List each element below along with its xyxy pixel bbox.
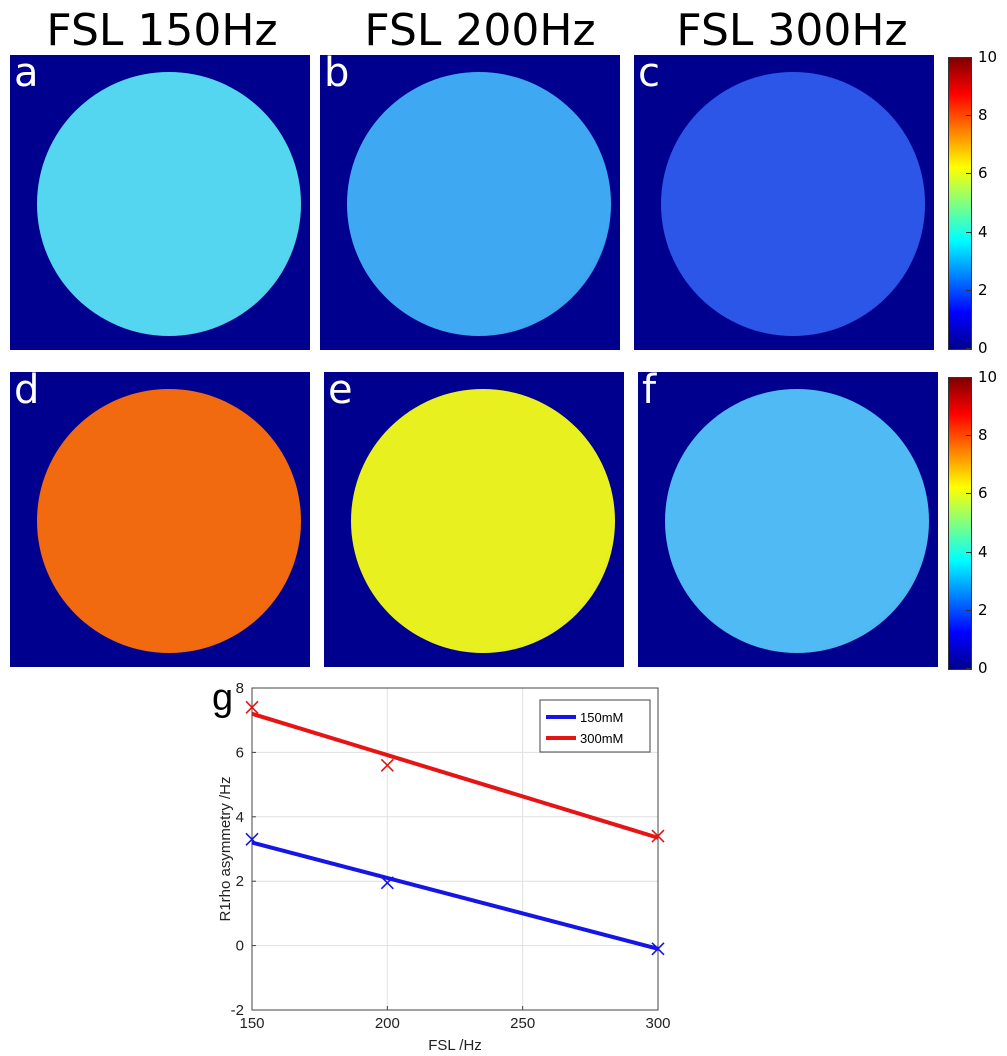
x-tick-label-300: 300 xyxy=(645,1015,670,1032)
x-axis-label: FSL /Hz xyxy=(428,1037,482,1052)
colorbar-bottom-tickmark-6 xyxy=(966,493,971,495)
y-tick-label-6: 6 xyxy=(236,744,244,761)
title-fsl-300: FSL 300Hz xyxy=(676,5,908,56)
colorbar-top-tickmark-8 xyxy=(966,115,971,117)
map-panel-b: b xyxy=(320,55,620,350)
colorbar-top-tick-0: 0 xyxy=(978,339,988,357)
y-axis-label: R1rho asymmetry /Hz xyxy=(217,776,234,921)
colorbar-bottom-tickmark-10 xyxy=(966,377,971,378)
y-tick-label--2: -2 xyxy=(231,1002,244,1019)
y-tick-label-4: 4 xyxy=(236,809,244,826)
title-fsl-150: FSL 150Hz xyxy=(46,5,278,56)
panel-letter-b: b xyxy=(324,55,350,96)
line-chart-g: 150 200 250 300 -2 0 2 4 6 8 150mM 300mM FSL /Hz R1rh… xyxy=(212,680,671,1052)
colorbar-top-tickmark-10 xyxy=(966,57,971,58)
y-tick-label-8: 8 xyxy=(236,680,244,697)
colorbar-bottom-tick-8: 8 xyxy=(978,426,988,445)
title-fsl-200: FSL 200Hz xyxy=(364,5,596,56)
colorbar-bottom-tick-6: 6 xyxy=(978,484,988,503)
map-panel-f: f xyxy=(638,372,938,667)
data-point-150mM-150 xyxy=(245,832,259,846)
plot-frame xyxy=(251,687,659,1011)
colorbar-top-tickmark-0 xyxy=(966,348,971,349)
colorbar-bottom xyxy=(948,377,972,670)
colorbar-bottom-tickmark-2 xyxy=(966,609,971,611)
colorbar-top-tick-2: 2 xyxy=(978,280,988,299)
colorbar-top-tick-4: 4 xyxy=(978,222,988,241)
colorbar-top-tickmark-2 xyxy=(966,289,971,291)
legend-box xyxy=(539,699,651,753)
data-point-150mM-200 xyxy=(380,876,394,890)
x-tick-label-200: 200 xyxy=(375,1015,400,1032)
colorbar-top-tick-8: 8 xyxy=(978,106,988,125)
fit-line-300mM xyxy=(251,711,659,840)
x-tick-label-250: 250 xyxy=(510,1015,535,1032)
colorbar-bottom-tick-2: 2 xyxy=(978,600,988,619)
data-point-300mM-150 xyxy=(245,700,259,714)
y-tick-label-2: 2 xyxy=(236,873,244,890)
colorbar-top-tick-10: 10 xyxy=(978,48,998,66)
data-point-150mM-300 xyxy=(651,942,665,956)
colorbar-top-tickmark-6 xyxy=(966,173,971,175)
panel-letter-e: e xyxy=(328,372,353,413)
disk-map-a xyxy=(37,72,301,336)
data-point-300mM-300 xyxy=(651,829,665,843)
panel-letter-g: g xyxy=(212,680,233,719)
map-panel-d: d xyxy=(10,372,310,667)
disk-map-f xyxy=(665,389,929,653)
map-panel-e: e xyxy=(324,372,624,667)
fit-line-150mM xyxy=(251,840,659,951)
colorbar-bottom-tick-0: 0 xyxy=(978,659,988,677)
x-tick-label-150: 150 xyxy=(239,1015,264,1032)
colorbar-top xyxy=(948,57,972,350)
disk-map-d xyxy=(37,389,301,653)
data-point-300mM-200 xyxy=(380,758,394,772)
disk-map-b xyxy=(347,72,611,336)
colorbar-top-tickmark-4 xyxy=(966,231,971,233)
colorbar-top-tick-6: 6 xyxy=(978,164,988,183)
colorbar-bottom-tick-4: 4 xyxy=(978,542,988,561)
panel-letter-a: a xyxy=(14,55,39,96)
disk-map-c xyxy=(661,72,925,336)
panel-letter-d: d xyxy=(14,372,40,413)
colorbar-bottom-tickmark-4 xyxy=(966,551,971,553)
panel-letter-c: c xyxy=(638,55,660,96)
colorbar-bottom-tickmark-0 xyxy=(966,668,971,669)
panel-letter-f: f xyxy=(642,372,657,413)
legend-label-300mM: 300mM xyxy=(580,731,623,746)
legend-label-150mM: 150mM xyxy=(580,710,623,725)
map-panel-a: a xyxy=(10,55,310,350)
y-tick-label-0: 0 xyxy=(236,938,244,955)
disk-map-e xyxy=(351,389,615,653)
colorbar-bottom-tick-10: 10 xyxy=(978,368,998,386)
colorbar-bottom-tickmark-8 xyxy=(966,435,971,437)
map-panel-c: c xyxy=(634,55,934,350)
